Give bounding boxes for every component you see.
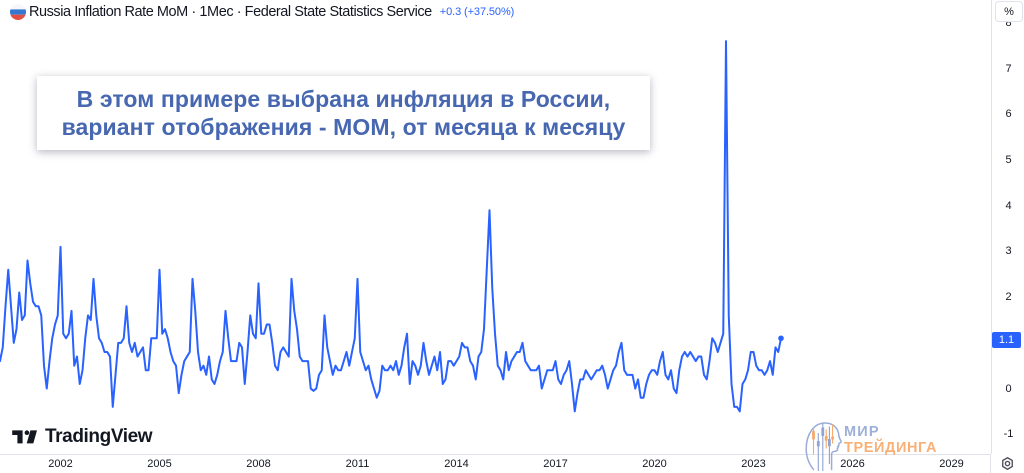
time-scale-label: 2023: [741, 458, 766, 470]
price-scale-label: 2: [1005, 291, 1012, 304]
time-scale-label: 2011: [345, 458, 370, 470]
tradingview-logo-text: TradingView: [45, 426, 153, 447]
symbol-title[interactable]: Russia Inflation Rate MoM · 1Мес · Feder…: [29, 3, 432, 20]
time-scale-label: 2014: [444, 458, 469, 470]
price-scale-label: 3: [1005, 245, 1012, 258]
price-scale-label: 8: [1005, 16, 1012, 29]
price-scale-unit-button[interactable]: %: [995, 1, 1023, 22]
scale-settings-button[interactable]: [990, 454, 1024, 473]
time-scale-label: 2026: [840, 458, 865, 470]
time-scale-label: 2020: [642, 458, 667, 470]
inflation-line-series: [0, 40, 782, 413]
price-scale-label: 5: [1005, 153, 1012, 166]
watermark-line-1: МИР: [844, 424, 880, 440]
time-scale-label: 2029: [939, 458, 964, 470]
price-scale-label: 0: [1005, 382, 1012, 395]
tradingview-logo[interactable]: TradingView: [12, 426, 153, 448]
tradingview-logo-icon: [12, 430, 37, 444]
annotation-line-2: вариант отображения - MOM, от месяца к м…: [61, 114, 626, 140]
last-value-dot: [778, 335, 784, 342]
annotation-line-1: В этом примере выбрана инфляция в России…: [76, 86, 611, 112]
time-scale-label: 2002: [48, 458, 73, 470]
price-scale-label: 4: [1005, 199, 1012, 212]
price-scale-label: -1: [1003, 428, 1014, 441]
russia-flag-icon: [10, 3, 26, 20]
time-scale-label: 2008: [246, 458, 271, 470]
annotation-note: В этом примере выбрана инфляция в России…: [37, 76, 650, 150]
mir-trading-watermark: МИР ТРЕЙДИНГА: [803, 411, 936, 473]
trader-head-logo-icon: [805, 422, 842, 471]
price-scale[interactable]: 8 7 6 5 4 3 2 0 -1: [991, 0, 1024, 473]
time-scale[interactable]: 2002 2005 2008 2011 2014 2017 2020 2023 2026 2029: [0, 454, 1024, 473]
symbol-change-value: +0.3 (+37.50%): [439, 5, 515, 18]
gear-icon: [1002, 457, 1013, 470]
last-price-badge: 1.1: [992, 332, 1021, 349]
watermark-line-2: ТРЕЙДИНГА: [844, 439, 938, 456]
price-scale-label: 7: [1005, 62, 1012, 75]
symbol-legend[interactable]: Russia Inflation Rate MoM · 1Мес · Feder…: [10, 0, 514, 23]
price-scale-label: 6: [1005, 108, 1012, 121]
time-scale-label: 2005: [147, 458, 172, 470]
time-scale-label: 2017: [543, 458, 568, 470]
